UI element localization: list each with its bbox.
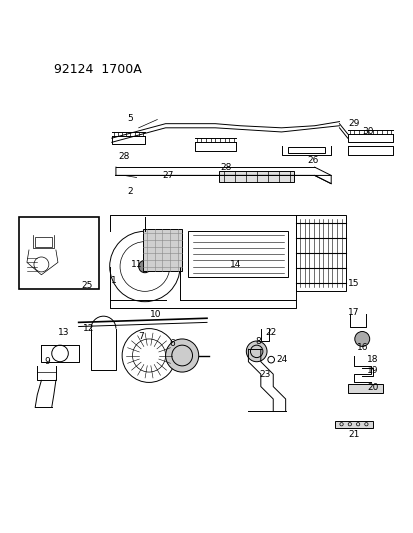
Text: 7: 7	[138, 333, 143, 341]
Bar	[19, 217, 99, 289]
Text: 27: 27	[161, 171, 173, 180]
Text: 92124  1700A: 92124 1700A	[54, 63, 141, 76]
Text: 24: 24	[275, 355, 287, 364]
Circle shape	[165, 339, 198, 372]
Bar	[295, 215, 345, 292]
Circle shape	[138, 260, 151, 273]
Text: 5: 5	[127, 114, 133, 123]
Bar	[35, 237, 52, 247]
Text: 29: 29	[347, 119, 359, 128]
Text: 18: 18	[366, 355, 377, 364]
Circle shape	[246, 341, 266, 362]
Text: 19: 19	[366, 366, 377, 375]
Text: 28: 28	[118, 152, 130, 161]
Text: 21: 21	[347, 430, 359, 439]
Text: 9: 9	[45, 357, 50, 366]
Text: 1: 1	[111, 277, 116, 286]
Text: 12: 12	[83, 324, 95, 333]
Text: 23: 23	[259, 370, 270, 378]
Text: 28: 28	[219, 163, 231, 172]
Text: 6: 6	[169, 338, 174, 348]
Text: 25: 25	[81, 281, 93, 290]
Text: 20: 20	[366, 383, 377, 392]
Bar	[347, 384, 382, 393]
Text: 15: 15	[347, 279, 359, 288]
Text: 17: 17	[347, 308, 359, 317]
Bar	[287, 147, 324, 152]
Text: 26: 26	[306, 156, 318, 165]
Bar	[335, 421, 372, 428]
Text: 8: 8	[255, 336, 261, 345]
Text: 30: 30	[362, 127, 373, 136]
Circle shape	[354, 332, 369, 346]
Bar	[142, 229, 182, 271]
Text: 13: 13	[58, 328, 70, 337]
Text: 2: 2	[127, 188, 133, 197]
Text: 16: 16	[356, 343, 367, 352]
Text: 22: 22	[265, 328, 276, 337]
Text: 11: 11	[131, 260, 142, 269]
Bar	[188, 231, 287, 277]
Bar	[219, 171, 293, 182]
Text: 10: 10	[149, 310, 161, 319]
Text: 14: 14	[230, 260, 241, 269]
